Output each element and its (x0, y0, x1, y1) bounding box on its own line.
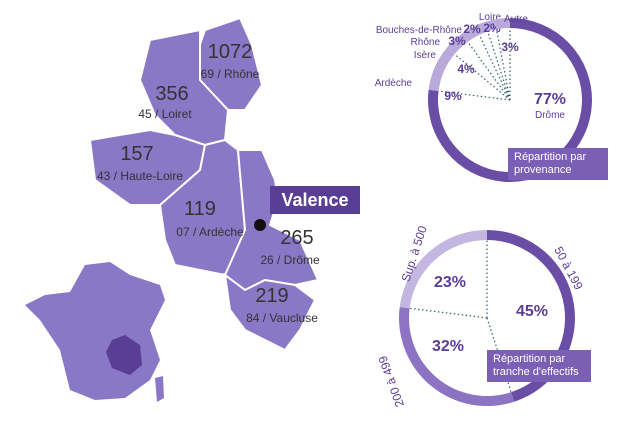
value-label: 77% (534, 91, 566, 108)
slice-divider (438, 90, 511, 101)
region-label: 45 / Loiret (138, 107, 192, 121)
region-map (88, 16, 320, 352)
pie-slice (494, 18, 510, 30)
chart-caption: Répartition par provenance (508, 148, 608, 180)
category-label: Bouches-de-Rhône (376, 25, 463, 36)
region-value: 356 (155, 83, 188, 105)
region-value: 219 (255, 285, 288, 307)
category-label: Autre (504, 14, 528, 25)
slice-divider (487, 31, 511, 101)
pie-slice (399, 230, 487, 309)
region-ardeche (158, 138, 247, 277)
category-label: Ardèche (375, 78, 413, 89)
pie-slice (475, 22, 488, 35)
city-label: Valence (281, 190, 348, 210)
value-label: 45% (516, 303, 548, 320)
category-label: Drôme (535, 110, 565, 121)
pie-slice (446, 33, 468, 55)
value-label: 23% (434, 274, 466, 291)
category-label: Isère (414, 50, 437, 61)
region-label: 43 / Haute-Loire (97, 169, 183, 183)
region-label: 69 / Rhône (201, 67, 260, 81)
city-box (270, 186, 360, 214)
value-label: 4% (457, 62, 475, 76)
value-label: 32% (432, 338, 464, 355)
france-shape (25, 262, 165, 400)
slice-divider (454, 53, 511, 101)
france-highlight (106, 335, 142, 375)
corsica (155, 376, 164, 402)
category-label: Loire (479, 12, 502, 23)
value-label: 9% (444, 89, 462, 103)
chart-caption: Répartition par tranche d'effectifs (487, 350, 591, 382)
value-label: 3% (448, 34, 466, 48)
slice-divider (495, 29, 511, 101)
value-label: 2% (463, 22, 481, 36)
region-label: 84 / Vaucluse (246, 311, 318, 325)
pie-slice (428, 47, 455, 91)
france-map (25, 262, 165, 402)
region-value: 119 (184, 198, 216, 220)
region-label: 07 / Ardèche (176, 225, 244, 239)
slice-divider (409, 307, 488, 319)
pie-slice (399, 306, 515, 406)
category-label: Rhône (411, 37, 441, 48)
region-value: 1072 (208, 41, 253, 63)
category-label: Sup. à 500 (399, 224, 430, 284)
category-label: 200 à 499 (375, 354, 407, 409)
region-value: 265 (280, 227, 313, 249)
pie-slice (484, 19, 497, 32)
city-dot (254, 219, 266, 231)
slice-divider (467, 41, 511, 101)
region-label: 26 / Drôme (260, 253, 320, 267)
value-label: 3% (501, 40, 519, 54)
region-value: 157 (120, 143, 153, 165)
region-vaucluse (223, 272, 317, 352)
slice-divider (478, 34, 511, 101)
pie-slice (487, 230, 576, 402)
pie-slice (461, 25, 480, 42)
